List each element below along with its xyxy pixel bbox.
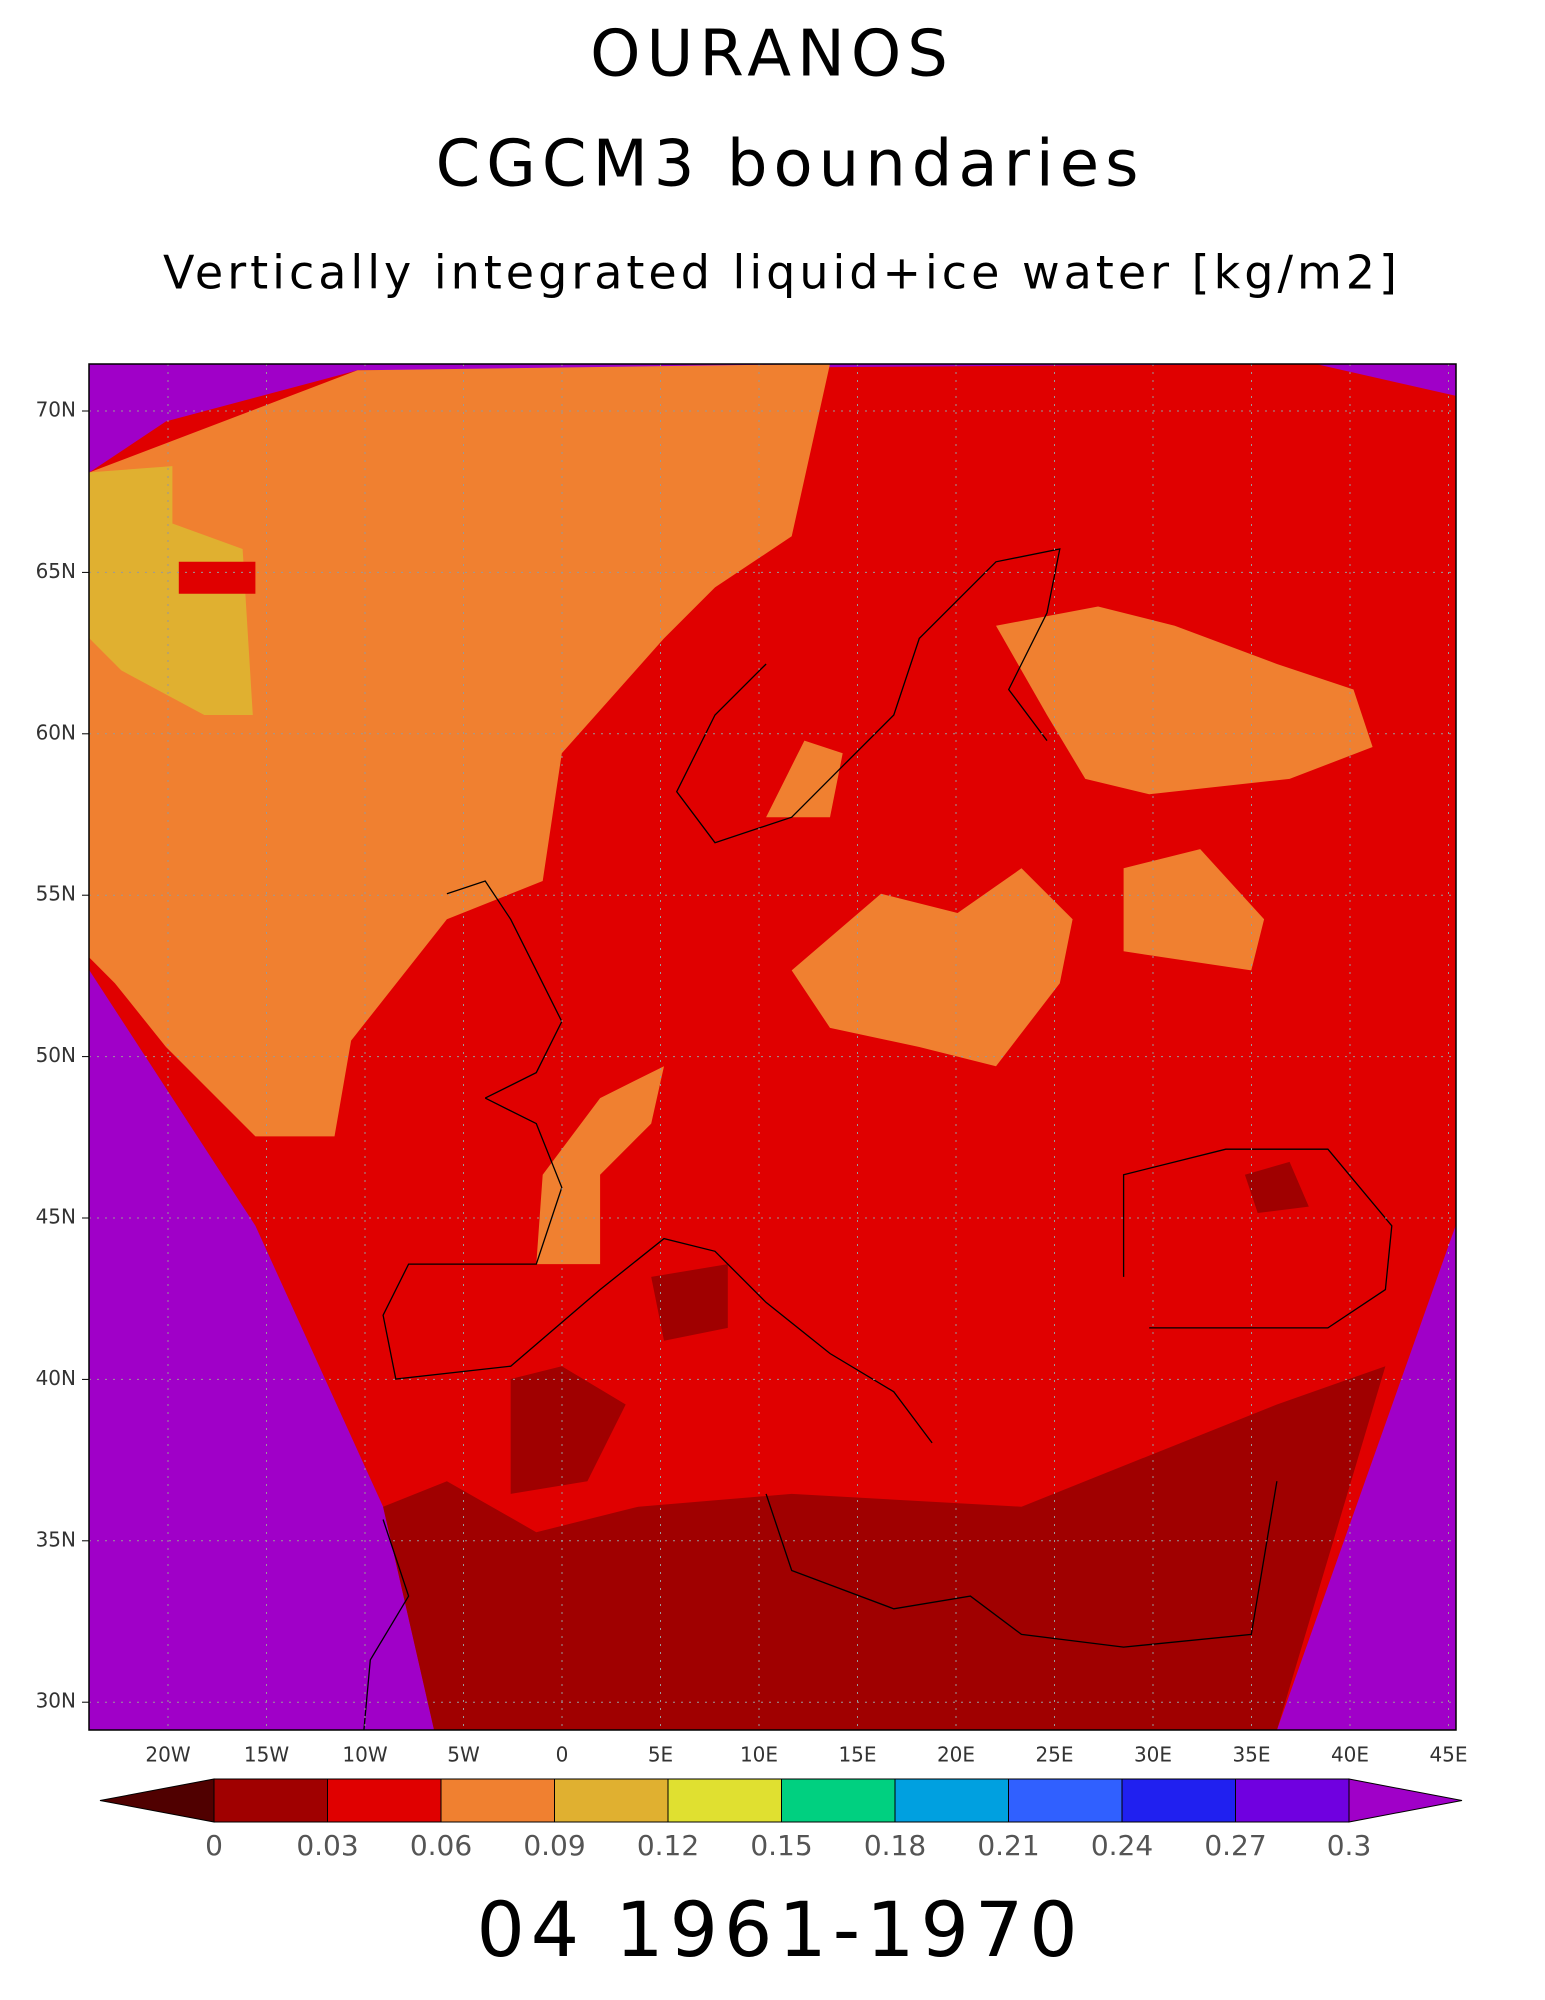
- map-frame: [88, 363, 1457, 1731]
- lon-label: 10E: [740, 1743, 778, 1767]
- baltic: [1123, 849, 1265, 971]
- colorbar-label: 0: [205, 1829, 223, 1862]
- coastline: [446, 880, 563, 1099]
- colorbar-label: 0.27: [1204, 1829, 1266, 1862]
- iceland-area: [89, 466, 253, 715]
- colorbar-label: 0.21: [977, 1829, 1039, 1862]
- lat-label: 60N: [36, 720, 76, 744]
- tyrrhenian: [651, 1264, 728, 1341]
- colorbar-label: 0.24: [1091, 1829, 1153, 1862]
- lon-label: 15W: [244, 1743, 289, 1767]
- lat-label: 30N: [36, 1689, 76, 1713]
- lat-label: 45N: [36, 1205, 76, 1229]
- title: OURANOS: [590, 18, 954, 92]
- colorbar-box: [213, 1778, 328, 1823]
- coastline: [363, 1519, 410, 1730]
- central-europe: [791, 868, 1073, 1067]
- map-fields: [89, 364, 1456, 1730]
- iceland: [178, 561, 256, 594]
- colorbar-label: 0.09: [523, 1829, 585, 1862]
- atlantic: [89, 364, 830, 1137]
- lon-label: 20W: [145, 1743, 190, 1767]
- lon-label: 40E: [1331, 1743, 1369, 1767]
- iberia-dark: [510, 1366, 626, 1494]
- lon-label: 10W: [342, 1743, 387, 1767]
- france: [536, 1066, 664, 1265]
- coastline: [1122, 1148, 1393, 1329]
- colorbar-label: 0.3: [1327, 1829, 1372, 1862]
- colorbar-label: 0.03: [296, 1829, 358, 1862]
- scandinavia-w: [766, 740, 843, 818]
- lat-label: 35N: [36, 1527, 76, 1551]
- footer: 04 1961-1970: [476, 1885, 1083, 1974]
- colorbar-box: [327, 1778, 442, 1823]
- lat-label: 65N: [36, 559, 76, 583]
- map: [88, 363, 1457, 1731]
- lon-label: 0: [556, 1743, 569, 1767]
- lon-label: 45E: [1429, 1743, 1467, 1767]
- colorbar-box: [1008, 1778, 1123, 1823]
- colorbar-label: 0.12: [637, 1829, 699, 1862]
- colorbar-box: [440, 1778, 555, 1823]
- lat-label: 55N: [36, 882, 76, 906]
- subtitle: CGCM3 boundaries: [436, 128, 1145, 202]
- lon-label: 5W: [447, 1743, 480, 1767]
- colorbar-box: [1121, 1778, 1236, 1823]
- coastline: [382, 1097, 933, 1444]
- lon-label: 30E: [1134, 1743, 1172, 1767]
- lon-label: 20E: [937, 1743, 975, 1767]
- colorbar-box: [554, 1778, 669, 1823]
- lat-label: 50N: [36, 1043, 76, 1067]
- coastline: [765, 1481, 1278, 1648]
- colorbar-under: [99, 1778, 215, 1823]
- lat-label: 40N: [36, 1366, 76, 1390]
- colorbar-box: [667, 1778, 782, 1823]
- lat-label: 70N: [36, 398, 76, 422]
- colorbar-label: 0.06: [410, 1829, 472, 1862]
- colorbar-box: [781, 1778, 896, 1823]
- russia: [996, 606, 1373, 795]
- colorbar-box: [1235, 1778, 1350, 1823]
- lon-label: 15E: [838, 1743, 876, 1767]
- colorbar-label: 0.18: [864, 1829, 926, 1862]
- black-sea: [1244, 1161, 1309, 1213]
- coastline: [675, 548, 1061, 844]
- lon-label: 25E: [1035, 1743, 1073, 1767]
- variable-title: Vertically integrated liquid+ice water […: [163, 246, 1401, 300]
- colorbar-label: 0.15: [750, 1829, 812, 1862]
- lon-label: 5E: [648, 1743, 673, 1767]
- lon-label: 35E: [1232, 1743, 1270, 1767]
- colorbar-box: [894, 1778, 1009, 1823]
- south: [383, 1366, 1386, 1730]
- colorbar-over: [1348, 1778, 1463, 1823]
